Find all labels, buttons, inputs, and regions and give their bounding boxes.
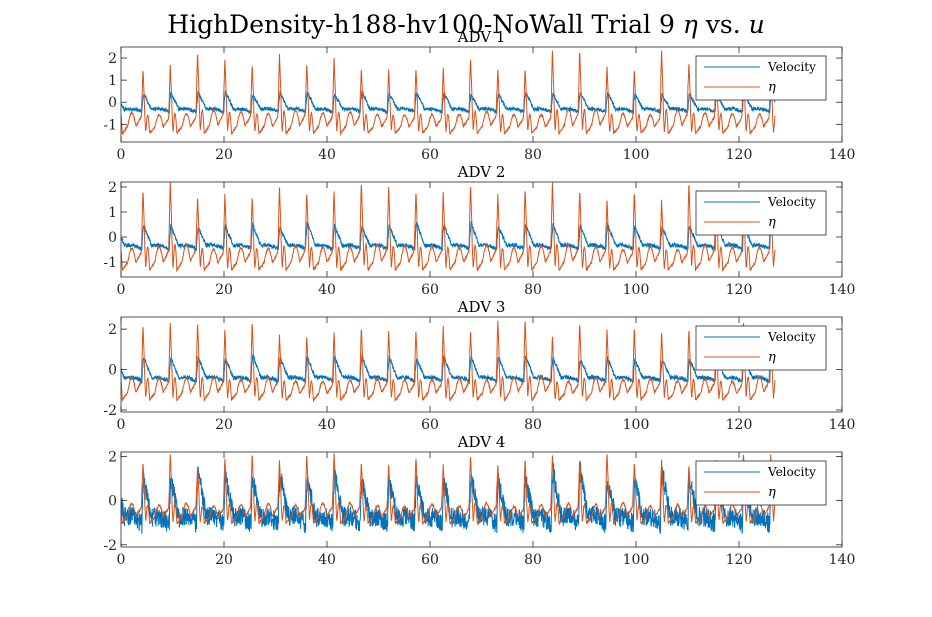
- series-line-velocity: [121, 90, 776, 115]
- x-tick-label: 40: [318, 282, 336, 298]
- axes-box: [120, 316, 843, 413]
- y-tick-label: -1: [103, 117, 117, 133]
- legend: Velocity η: [695, 460, 827, 506]
- x-tick-label: 40: [318, 552, 336, 568]
- legend-label-eta: η: [768, 80, 776, 95]
- x-tick-label: 120: [726, 282, 753, 298]
- x-tick-label: 140: [829, 417, 856, 433]
- x-tick-label: 40: [318, 147, 336, 163]
- y-tick-label: 2: [108, 449, 117, 465]
- legend-label-eta: η: [768, 215, 776, 230]
- x-tick-label: 100: [623, 417, 650, 433]
- legend-label-eta: η: [768, 350, 776, 365]
- figure-title-u: u: [749, 10, 765, 39]
- x-tick-label: 20: [215, 147, 233, 163]
- x-tick-label: 80: [524, 147, 542, 163]
- x-tick-label: 120: [726, 552, 753, 568]
- legend-box: [695, 55, 827, 101]
- axes-box: [120, 181, 843, 278]
- y-tick-label: 0: [108, 230, 117, 246]
- y-tick-label: 0: [108, 95, 117, 111]
- subplot-title: ADV 3: [457, 298, 506, 316]
- legend: Velocity η: [695, 190, 827, 236]
- legend-label-velocity: Velocity: [767, 60, 816, 74]
- y-tick-label: 2: [108, 322, 117, 338]
- series-line-velocity: [121, 220, 776, 253]
- figure-title-prefix: HighDensity-h188-hv100-NoWall Trial 9: [167, 10, 683, 39]
- legend-label-velocity: Velocity: [767, 195, 816, 209]
- x-tick-label: 100: [623, 147, 650, 163]
- y-tick-label: 1: [108, 205, 117, 221]
- axes-box: [120, 46, 843, 143]
- x-tick-label: 140: [829, 282, 856, 298]
- legend-box: [695, 460, 827, 506]
- x-tick-label: 0: [117, 552, 126, 568]
- x-tick-label: 80: [524, 417, 542, 433]
- series-line-velocity: [121, 353, 776, 385]
- legend: Velocity η: [695, 325, 827, 371]
- y-tick-label: -2: [103, 403, 117, 419]
- x-tick-label: 140: [829, 552, 856, 568]
- x-tick-label: 120: [726, 417, 753, 433]
- series-line-eta: [121, 453, 776, 526]
- figure-title-eta: η: [683, 10, 698, 39]
- y-tick-label: 1: [108, 73, 117, 89]
- x-tick-label: 80: [524, 282, 542, 298]
- y-tick-label: 0: [108, 363, 117, 379]
- y-tick-label: 2: [108, 180, 117, 196]
- legend-box: [695, 190, 827, 236]
- x-tick-label: 20: [215, 417, 233, 433]
- y-tick-label: 2: [108, 51, 117, 67]
- x-tick-label: 40: [318, 417, 336, 433]
- series-line-eta: [121, 320, 776, 403]
- legend-label-velocity: Velocity: [767, 330, 816, 344]
- legend-label-velocity: Velocity: [767, 465, 816, 479]
- x-tick-label: 120: [726, 147, 753, 163]
- series-line-eta: [121, 182, 776, 273]
- figure-title: HighDensity-h188-hv100-NoWall Trial 9 η …: [167, 10, 764, 39]
- x-tick-label: 60: [421, 282, 439, 298]
- y-tick-label: 0: [108, 494, 117, 510]
- series-line-eta: [121, 50, 776, 137]
- legend: Velocity η: [695, 55, 827, 101]
- subplot-title: ADV 1: [457, 28, 506, 46]
- subplot-grid: ADV 10 20 40 60 80 100 120 140210-1VelocityηADV…: [103, 28, 855, 568]
- x-tick-label: 0: [117, 417, 126, 433]
- axes-box: [120, 451, 843, 548]
- subplot-title: ADV 2: [457, 163, 506, 181]
- x-tick-label: 20: [215, 282, 233, 298]
- x-tick-label: 100: [623, 552, 650, 568]
- x-tick-label: 100: [623, 282, 650, 298]
- x-tick-label: 60: [421, 417, 439, 433]
- y-tick-label: -1: [103, 255, 117, 271]
- x-tick-label: 20: [215, 552, 233, 568]
- subplot-title: ADV 4: [457, 433, 506, 451]
- figure-title-vs: vs.: [698, 10, 749, 39]
- legend-box: [695, 325, 827, 371]
- x-tick-label: 0: [117, 147, 126, 163]
- x-tick-label: 60: [421, 552, 439, 568]
- x-tick-label: 0: [117, 282, 126, 298]
- series-line-velocity: [121, 461, 776, 534]
- x-tick-label: 140: [829, 147, 856, 163]
- x-tick-label: 60: [421, 147, 439, 163]
- legend-label-eta: η: [768, 485, 776, 500]
- y-tick-label: -2: [103, 538, 117, 554]
- x-tick-label: 80: [524, 552, 542, 568]
